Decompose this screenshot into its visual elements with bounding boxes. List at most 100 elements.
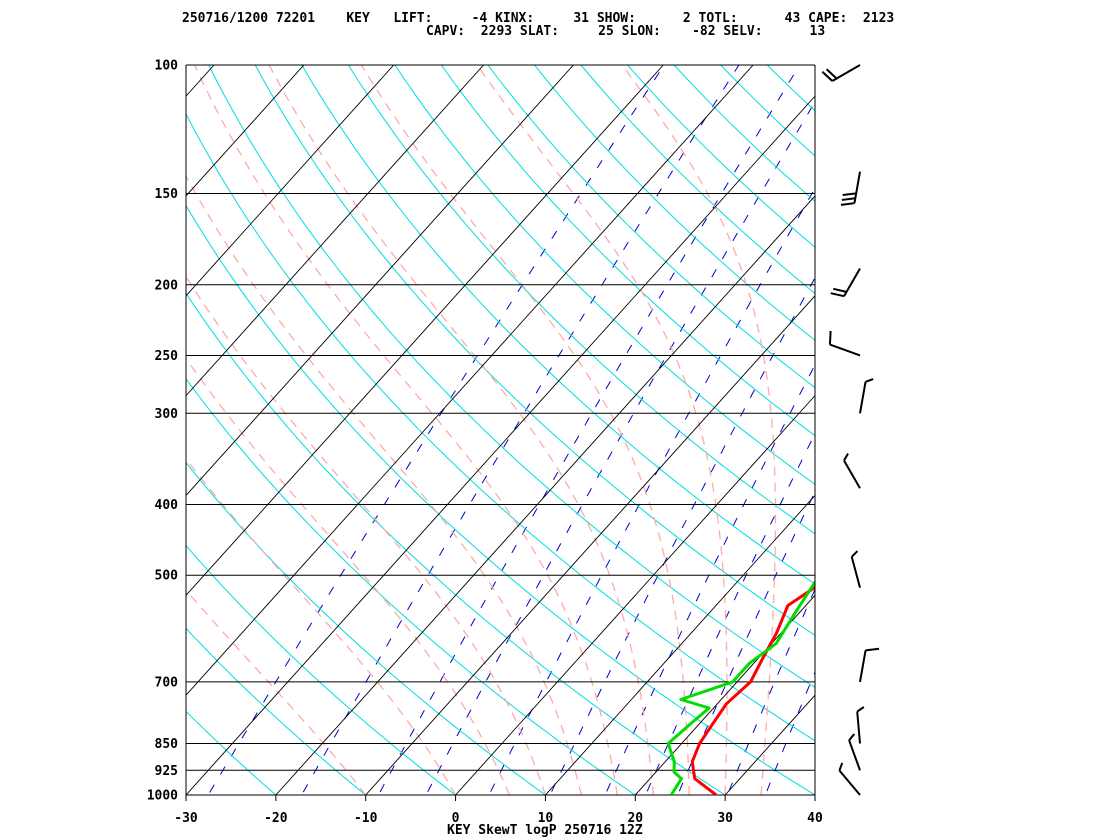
dry-adiabat (1026, 49, 1120, 811)
isotherm (0, 65, 34, 795)
wind-barb-flag (838, 762, 844, 771)
wind-barb-flag (833, 287, 847, 293)
moist-adiabat (186, 457, 457, 795)
x-axis-ticks: -30 -20 -10 0 10 20 30 40 (174, 795, 823, 826)
mixing-ratio-line (425, 100, 815, 795)
wind-barb-staff (829, 343, 861, 357)
y-tick-label: 700 (155, 675, 179, 690)
dry-adiabat (186, 544, 457, 795)
mixing-ratio-line (207, 65, 665, 795)
x-tick-label: 40 (807, 811, 823, 826)
dry-adiabat (813, 65, 815, 67)
isotherm (186, 65, 754, 696)
y-tick-label: 300 (155, 407, 179, 422)
mixing-ratio-line (301, 65, 740, 795)
wind-barb-flag (825, 68, 838, 80)
mixing-ratio-line (677, 490, 815, 795)
profiles (666, 579, 815, 795)
dry-adiabat (186, 710, 277, 795)
wind-barb (828, 330, 861, 357)
wind-barb-flag (841, 197, 856, 201)
wind-barb-flag (821, 71, 833, 82)
moist-adiabat (476, 65, 728, 795)
y-tick-label: 200 (155, 278, 179, 293)
isotherm (186, 95, 815, 795)
mixing-ratio-line (488, 187, 815, 795)
wind-barb (848, 733, 861, 771)
mixing-ratio-line (377, 65, 801, 795)
wind-barb (830, 267, 861, 298)
wind-barb-staff (838, 769, 861, 796)
moist-adiabat (186, 275, 547, 795)
mixing-ratio-line (604, 363, 815, 795)
wind-barb-flag (840, 202, 855, 206)
mixing-ratio-line (645, 432, 815, 795)
wind-barb-flag (851, 550, 859, 558)
y-tick-label: 925 (155, 764, 178, 779)
dry-adiabat (843, 49, 1120, 811)
wind-barb (850, 550, 861, 588)
dewpoint-line (666, 579, 815, 795)
wind-barb-flag (856, 706, 865, 713)
wind-barb-staff (859, 650, 867, 683)
isotherm (186, 65, 484, 397)
y-tick-label: 150 (155, 187, 179, 202)
isotherm (186, 65, 215, 97)
mixing-ratio-line (726, 588, 815, 795)
wind-barb-staff (843, 460, 861, 489)
isotherm (186, 65, 664, 596)
wind-barb-staff (856, 711, 861, 744)
y-tick-label: 1000 (147, 789, 178, 804)
moist-adiabat (186, 174, 583, 795)
wind-barb-flag (828, 330, 832, 345)
dry-adiabat (935, 49, 1120, 811)
wind-barb-flag (865, 378, 874, 383)
x-tick-label: -30 (174, 811, 198, 826)
dry-adiabat (186, 627, 367, 795)
wind-barb (856, 706, 865, 744)
dry-adiabat (186, 204, 815, 795)
dry-adiabat (673, 65, 815, 202)
dry-adiabat (720, 65, 815, 157)
dry-adiabat (533, 65, 815, 341)
dry-adiabat (487, 65, 815, 389)
dry-adiabat (347, 65, 815, 535)
wind-barb-flag (848, 733, 856, 741)
isotherm (186, 65, 305, 197)
y-axis-ticks: 100 150 200 250 300 400 500 700 850 925 1000 (147, 59, 178, 804)
dry-adiabat (208, 65, 815, 689)
moist-adiabat (186, 589, 367, 795)
x-tick-label: -10 (354, 811, 378, 826)
moist-adiabat (268, 65, 654, 795)
y-tick-label: 250 (155, 349, 179, 364)
wind-barb (821, 64, 861, 82)
wind-barb-staff (848, 739, 861, 771)
x-tick-label: 30 (717, 811, 733, 826)
dry-adiabat (440, 65, 815, 437)
isobars (186, 64, 815, 796)
isotherm (634, 594, 815, 795)
dry-adiabat (186, 461, 547, 795)
isotherm (0, 65, 124, 795)
dry-adiabat (254, 65, 815, 636)
x-tick-label: 20 (627, 811, 643, 826)
isotherm (814, 794, 815, 795)
isotherm (365, 295, 815, 795)
wind-barb-flag (865, 647, 880, 652)
dry-adiabat (580, 65, 815, 295)
header: 250716/1200 72201 KEY LIFT: -4 KINX: 31 … (182, 11, 894, 39)
isotherm (545, 494, 815, 795)
dry-adiabat (301, 65, 815, 585)
isotherm (275, 195, 815, 795)
isotherm (186, 65, 574, 497)
dry-adiabat (186, 292, 727, 795)
dry-adiabat (186, 377, 637, 795)
dry-adiabat (889, 49, 1120, 811)
wind-barb (838, 762, 861, 796)
wind-barb (843, 453, 861, 489)
x-tick-label: -20 (264, 811, 288, 826)
wind-barb (840, 171, 861, 206)
x-tick-label: 0 (452, 811, 460, 826)
y-tick-label: 100 (155, 59, 179, 74)
